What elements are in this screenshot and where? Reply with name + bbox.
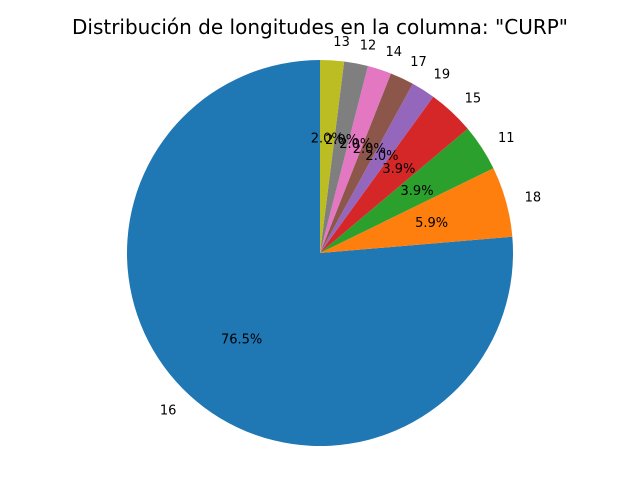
- percent-label-15: 3.9%: [382, 162, 415, 177]
- percent-label-16: 76.5%: [221, 332, 262, 347]
- percent-label-12: 2.0%: [325, 133, 358, 148]
- pie-slice-14: [320, 66, 391, 253]
- percent-label-18: 5.9%: [415, 216, 448, 231]
- pie-slice-13: [320, 60, 345, 253]
- category-label-17: 17: [410, 55, 427, 70]
- chart-title: Distribución de longitudes en la columna…: [72, 15, 568, 39]
- pie-slice-12: [320, 61, 368, 253]
- category-label-16: 16: [160, 403, 177, 418]
- percent-label-11: 3.9%: [401, 184, 434, 199]
- category-label-14: 14: [385, 45, 402, 60]
- category-label-13: 13: [333, 35, 350, 50]
- category-label-19: 19: [434, 68, 451, 83]
- category-label-12: 12: [360, 38, 377, 53]
- pie-slice-16: [126, 60, 514, 446]
- percent-labels: 76.5%5.9%3.9%3.9%2.0%2.0%2.0%2.0%2.0%: [221, 131, 448, 347]
- pie-slice-15: [320, 96, 468, 253]
- percent-label-17: 2.0%: [353, 142, 386, 157]
- category-label-18: 18: [525, 190, 542, 205]
- category-labels: 16 18 11 15 19 17 14 12 13: [160, 35, 541, 418]
- category-label-11: 11: [498, 131, 515, 146]
- pie-slice-18: [320, 168, 513, 253]
- pie-slice-11: [320, 128, 494, 253]
- percent-label-14: 2.0%: [339, 137, 372, 152]
- pie-slices: [126, 60, 514, 446]
- pie-slice-17: [320, 73, 413, 253]
- category-label-15: 15: [465, 92, 482, 107]
- percent-label-13: 2.0%: [311, 131, 344, 146]
- percent-label-19: 2.0%: [365, 149, 398, 164]
- pie-slice-19: [320, 83, 434, 254]
